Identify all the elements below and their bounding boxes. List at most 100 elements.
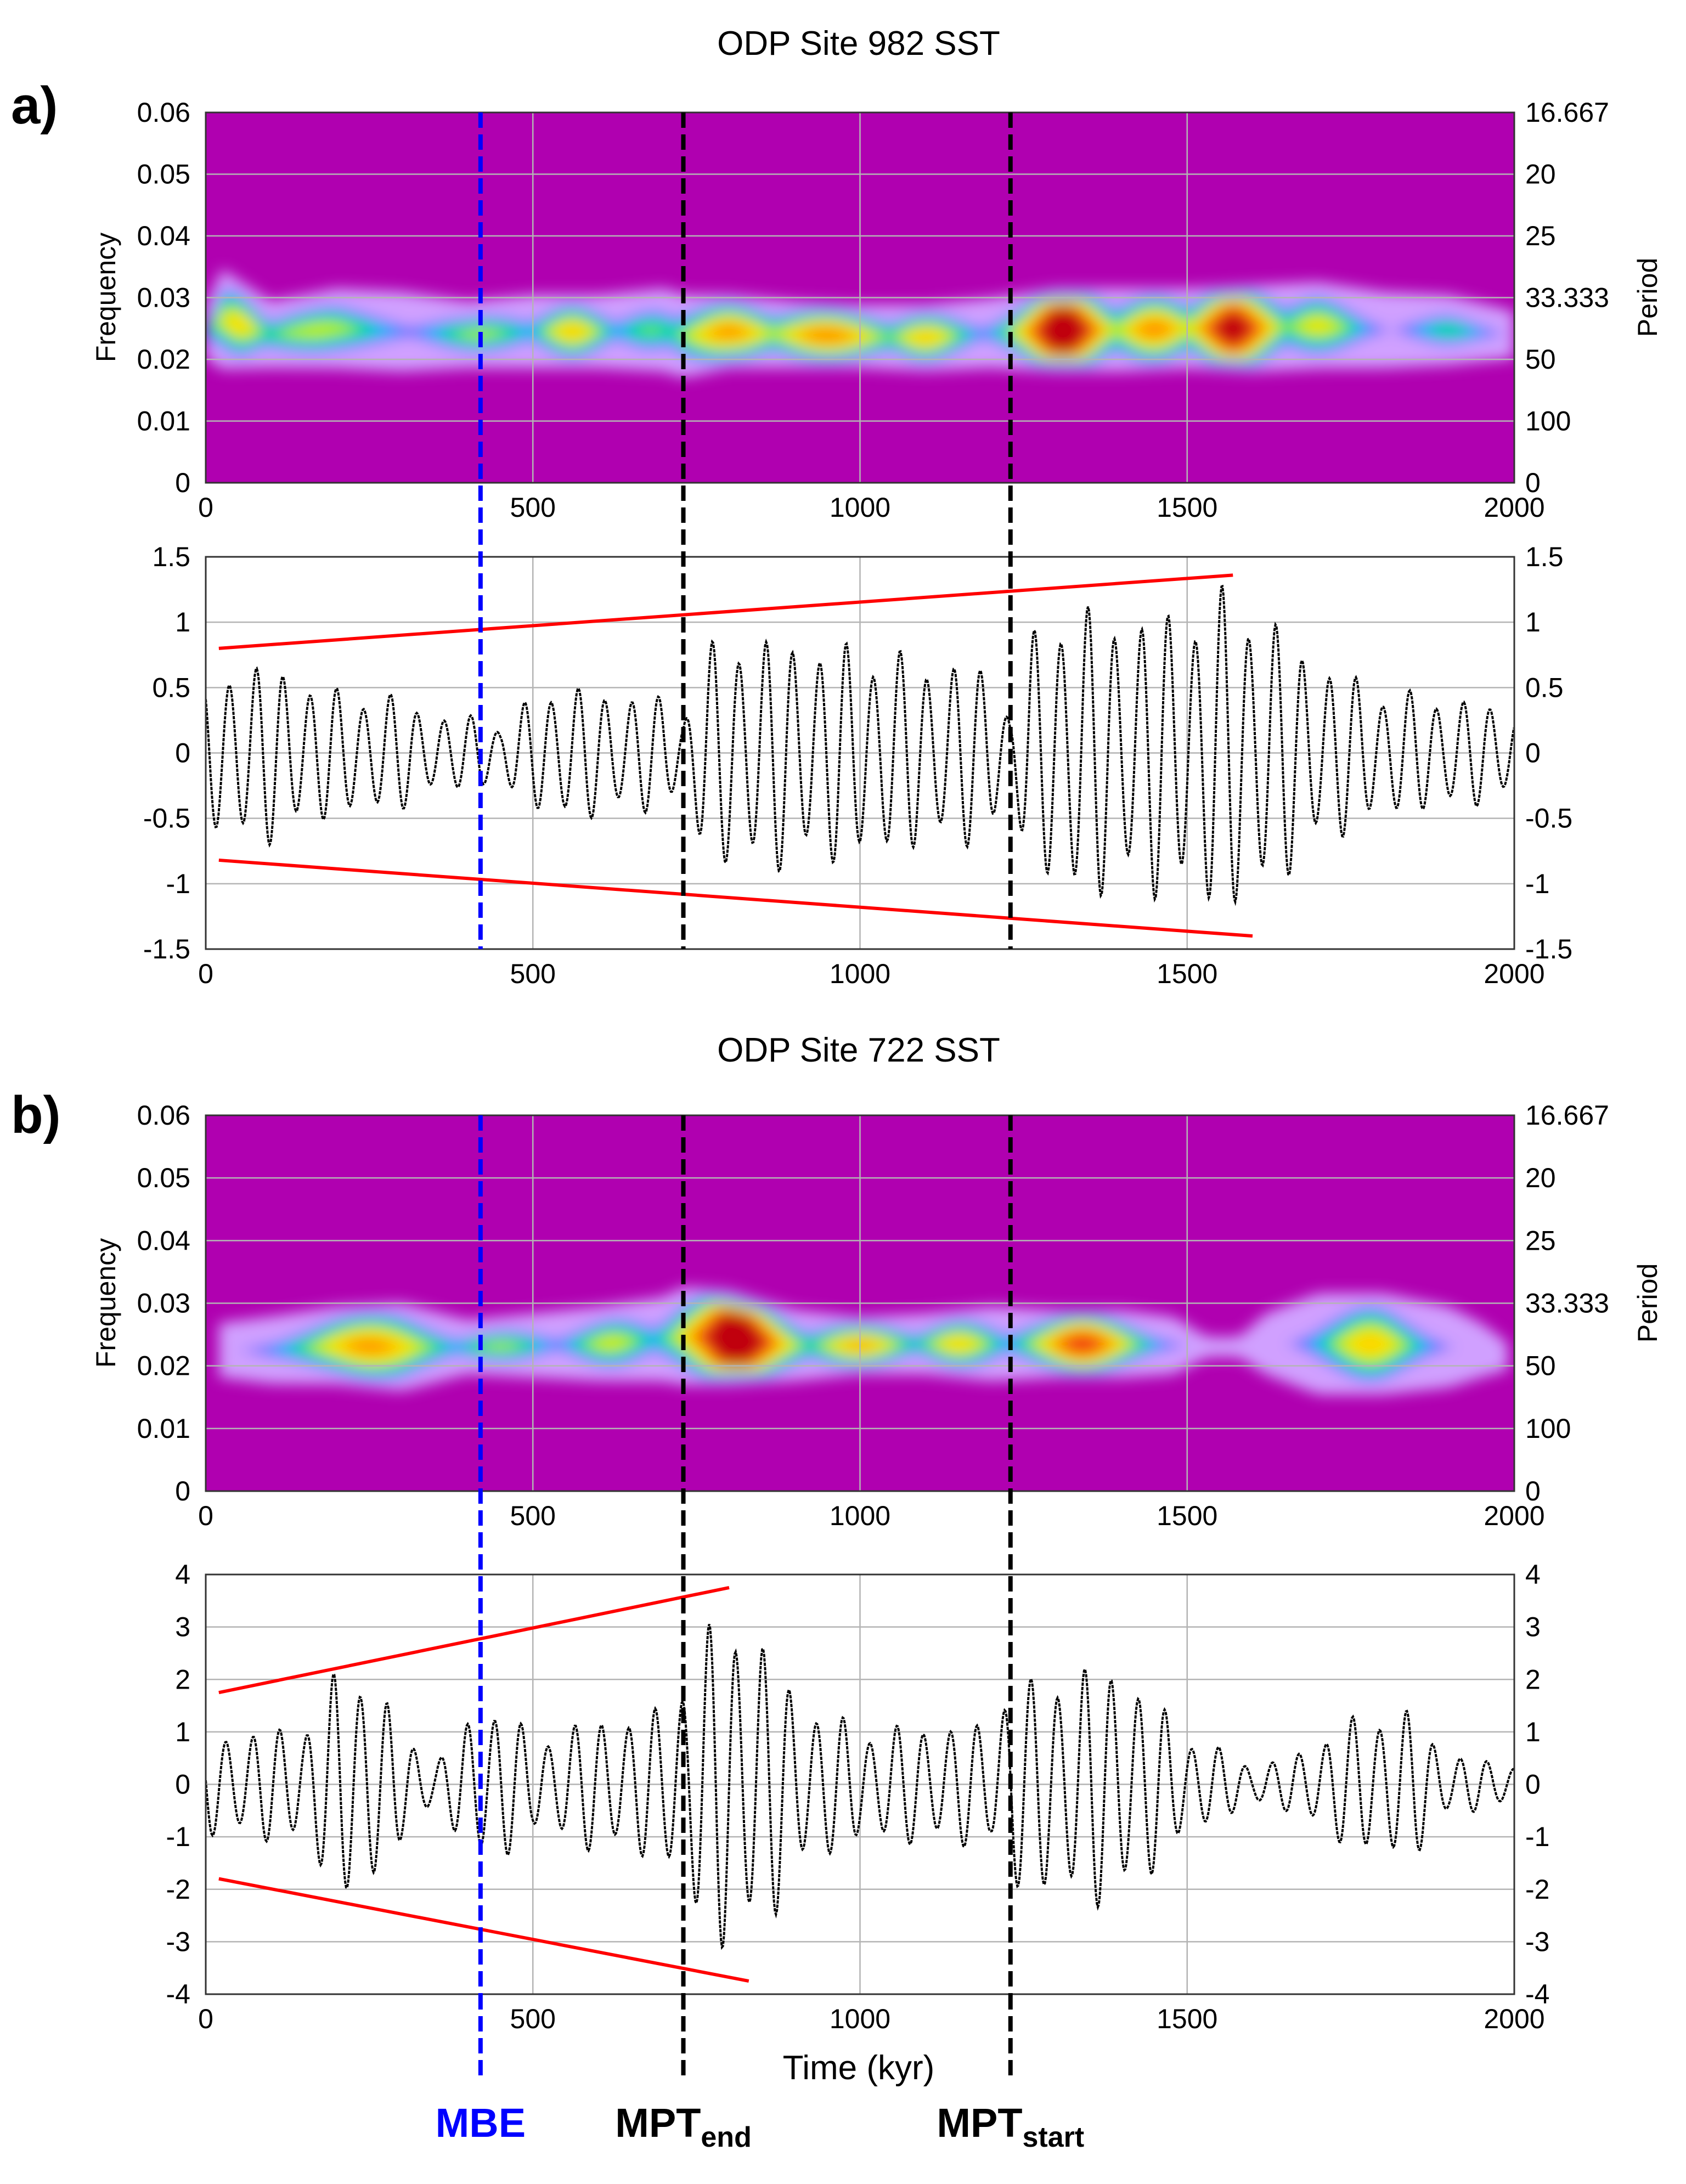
plot-frame [205, 1573, 1515, 1995]
y-tick-label-right: 0 [1525, 1769, 1541, 1800]
mbe-label-main: MBE [436, 2100, 526, 2146]
event-markers: MBE MPTend MPTstart [436, 112, 1084, 2153]
y-tick-label-right: 25 [1525, 1225, 1556, 1256]
x-tick-label: 0 [198, 2004, 213, 2034]
y-tick-label: -1 [166, 1821, 190, 1852]
frequency-axis-label: Frequency [91, 233, 121, 362]
y-tick-label-right: -1.5 [1525, 934, 1572, 964]
spectrum-level [218, 1305, 1508, 1369]
signal-series [206, 1624, 1514, 1950]
y-tick-label: 0.05 [137, 159, 190, 190]
y-tick-label-right: 1 [1525, 1717, 1541, 1747]
plot-frame [205, 111, 1515, 484]
x-tick-label: 1500 [1157, 958, 1217, 989]
period-axis-label: Period [1632, 258, 1663, 337]
y-tick-label: 0 [175, 467, 190, 498]
y-tick-label: 0.06 [137, 97, 190, 128]
y-tick-label: 0.02 [137, 344, 190, 375]
y-tick-label-right: 3 [1525, 1612, 1541, 1643]
y-tick-label: 0.04 [137, 1225, 190, 1256]
frequency-axis-label: Frequency [91, 1238, 121, 1368]
spectrum-level [206, 306, 1514, 354]
x-tick-label: 1000 [830, 1500, 890, 1531]
y-tick-label: -1 [166, 868, 190, 899]
y-tick-label: 1 [175, 607, 190, 637]
y-tick-label: 0.5 [152, 672, 190, 703]
y-tick-label-right: 100 [1525, 1413, 1571, 1444]
y-tick-label-right: 4 [1525, 1559, 1541, 1590]
plot-series [206, 1624, 1514, 1950]
y-tick-label-right: 0 [1525, 467, 1541, 498]
plot-trends [218, 573, 1253, 938]
x-tick-label: 0 [198, 492, 213, 523]
y-tick-label-right: 0.5 [1525, 672, 1564, 703]
y-tick-label: -1.5 [143, 934, 190, 964]
mpt_start-label: MPTstart [937, 2100, 1084, 2153]
plot-axes: 0 500 1000 1500 2000-1.5 -1.5-1 -1-0.5 -0.50 00.… [143, 541, 1572, 989]
y-tick-label-right: 50 [1525, 344, 1556, 375]
y-tick-label-right: -1 [1525, 868, 1549, 899]
period-axis-label: Period [1632, 1263, 1663, 1343]
x-tick-label: 1500 [1157, 2004, 1217, 2034]
y-tick-label-right: -0.5 [1525, 803, 1572, 834]
y-tick-label-right: 1 [1525, 607, 1541, 637]
x-tick-label: 500 [510, 1500, 556, 1531]
x-tick-label: 2000 [1484, 2004, 1544, 2034]
y-tick-label: -2 [166, 1874, 190, 1905]
y-tick-label-right: 20 [1525, 1162, 1556, 1193]
x-tick-label: 2000 [1484, 958, 1544, 989]
y-tick-label-right: -3 [1525, 1926, 1549, 1957]
plot-trends [218, 1585, 749, 1983]
signal-series [206, 584, 1514, 906]
time-axis-label: Time (kyr) [783, 2049, 935, 2087]
plot-frame [205, 1114, 1515, 1492]
y-tick-label-right: 100 [1525, 406, 1571, 437]
mpt_start-label-main: MPT [937, 2100, 1022, 2146]
y-tick-label-right: 20 [1525, 159, 1556, 190]
y-tick-label-right: 50 [1525, 1351, 1556, 1381]
mpt_end-label: MPTend [615, 2100, 752, 2153]
y-tick-label: 0.01 [137, 406, 190, 437]
trend-line-lower [218, 1877, 749, 1983]
mpt_start-label-sub: start [1023, 2121, 1085, 2153]
y-tick-label: 0 [175, 738, 190, 769]
x-tick-label: 0 [198, 958, 213, 989]
y-tick-label: 0.05 [137, 1162, 190, 1193]
y-tick-label: 0.06 [137, 1100, 190, 1131]
y-tick-label: -4 [166, 1979, 190, 2010]
y-tick-label: 3 [175, 1612, 190, 1643]
x-tick-label: 0 [198, 1500, 213, 1531]
x-tick-label: 1500 [1157, 1500, 1217, 1531]
y-tick-label: 2 [175, 1664, 190, 1695]
panel-b-title: ODP Site 722 SST [717, 1031, 1000, 1069]
y-tick-label: 0.02 [137, 1351, 190, 1381]
y-tick-label: 0.03 [137, 1288, 190, 1319]
y-tick-label: 0.01 [137, 1413, 190, 1444]
y-tick-label: 4 [175, 1559, 190, 1590]
y-tick-label-right: 33.333 [1525, 1288, 1609, 1319]
x-tick-label: 2000 [1484, 1500, 1544, 1531]
y-tick-label: 0.03 [137, 283, 190, 313]
trend-line-lower [218, 858, 1253, 938]
y-tick-label: 1 [175, 1717, 190, 1747]
y-tick-label-right: -1 [1525, 1821, 1549, 1852]
panel-b-letter: b) [11, 1086, 61, 1144]
x-tick-label: 1000 [830, 492, 890, 523]
plot-axes: 0 500 1000 1500 2000-4 -4-3 -3-2 -2-1 -10 01 12 23 3… [166, 1559, 1550, 2034]
y-tick-label-right: 2 [1525, 1664, 1541, 1695]
y-tick-label-right: -4 [1525, 1979, 1549, 2010]
y-tick-label-right: 33.333 [1525, 283, 1609, 313]
y-tick-label: -3 [166, 1926, 190, 1957]
plot-series [206, 584, 1514, 906]
y-tick-label: 0 [175, 1476, 190, 1506]
y-tick-label-right: 16.667 [1525, 1100, 1609, 1131]
x-tick-label: 2000 [1484, 492, 1544, 523]
y-tick-label-right: 25 [1525, 221, 1556, 251]
trend-line-upper [218, 1585, 730, 1695]
x-tick-label: 500 [510, 2004, 556, 2034]
trend-line-upper [218, 573, 1233, 650]
